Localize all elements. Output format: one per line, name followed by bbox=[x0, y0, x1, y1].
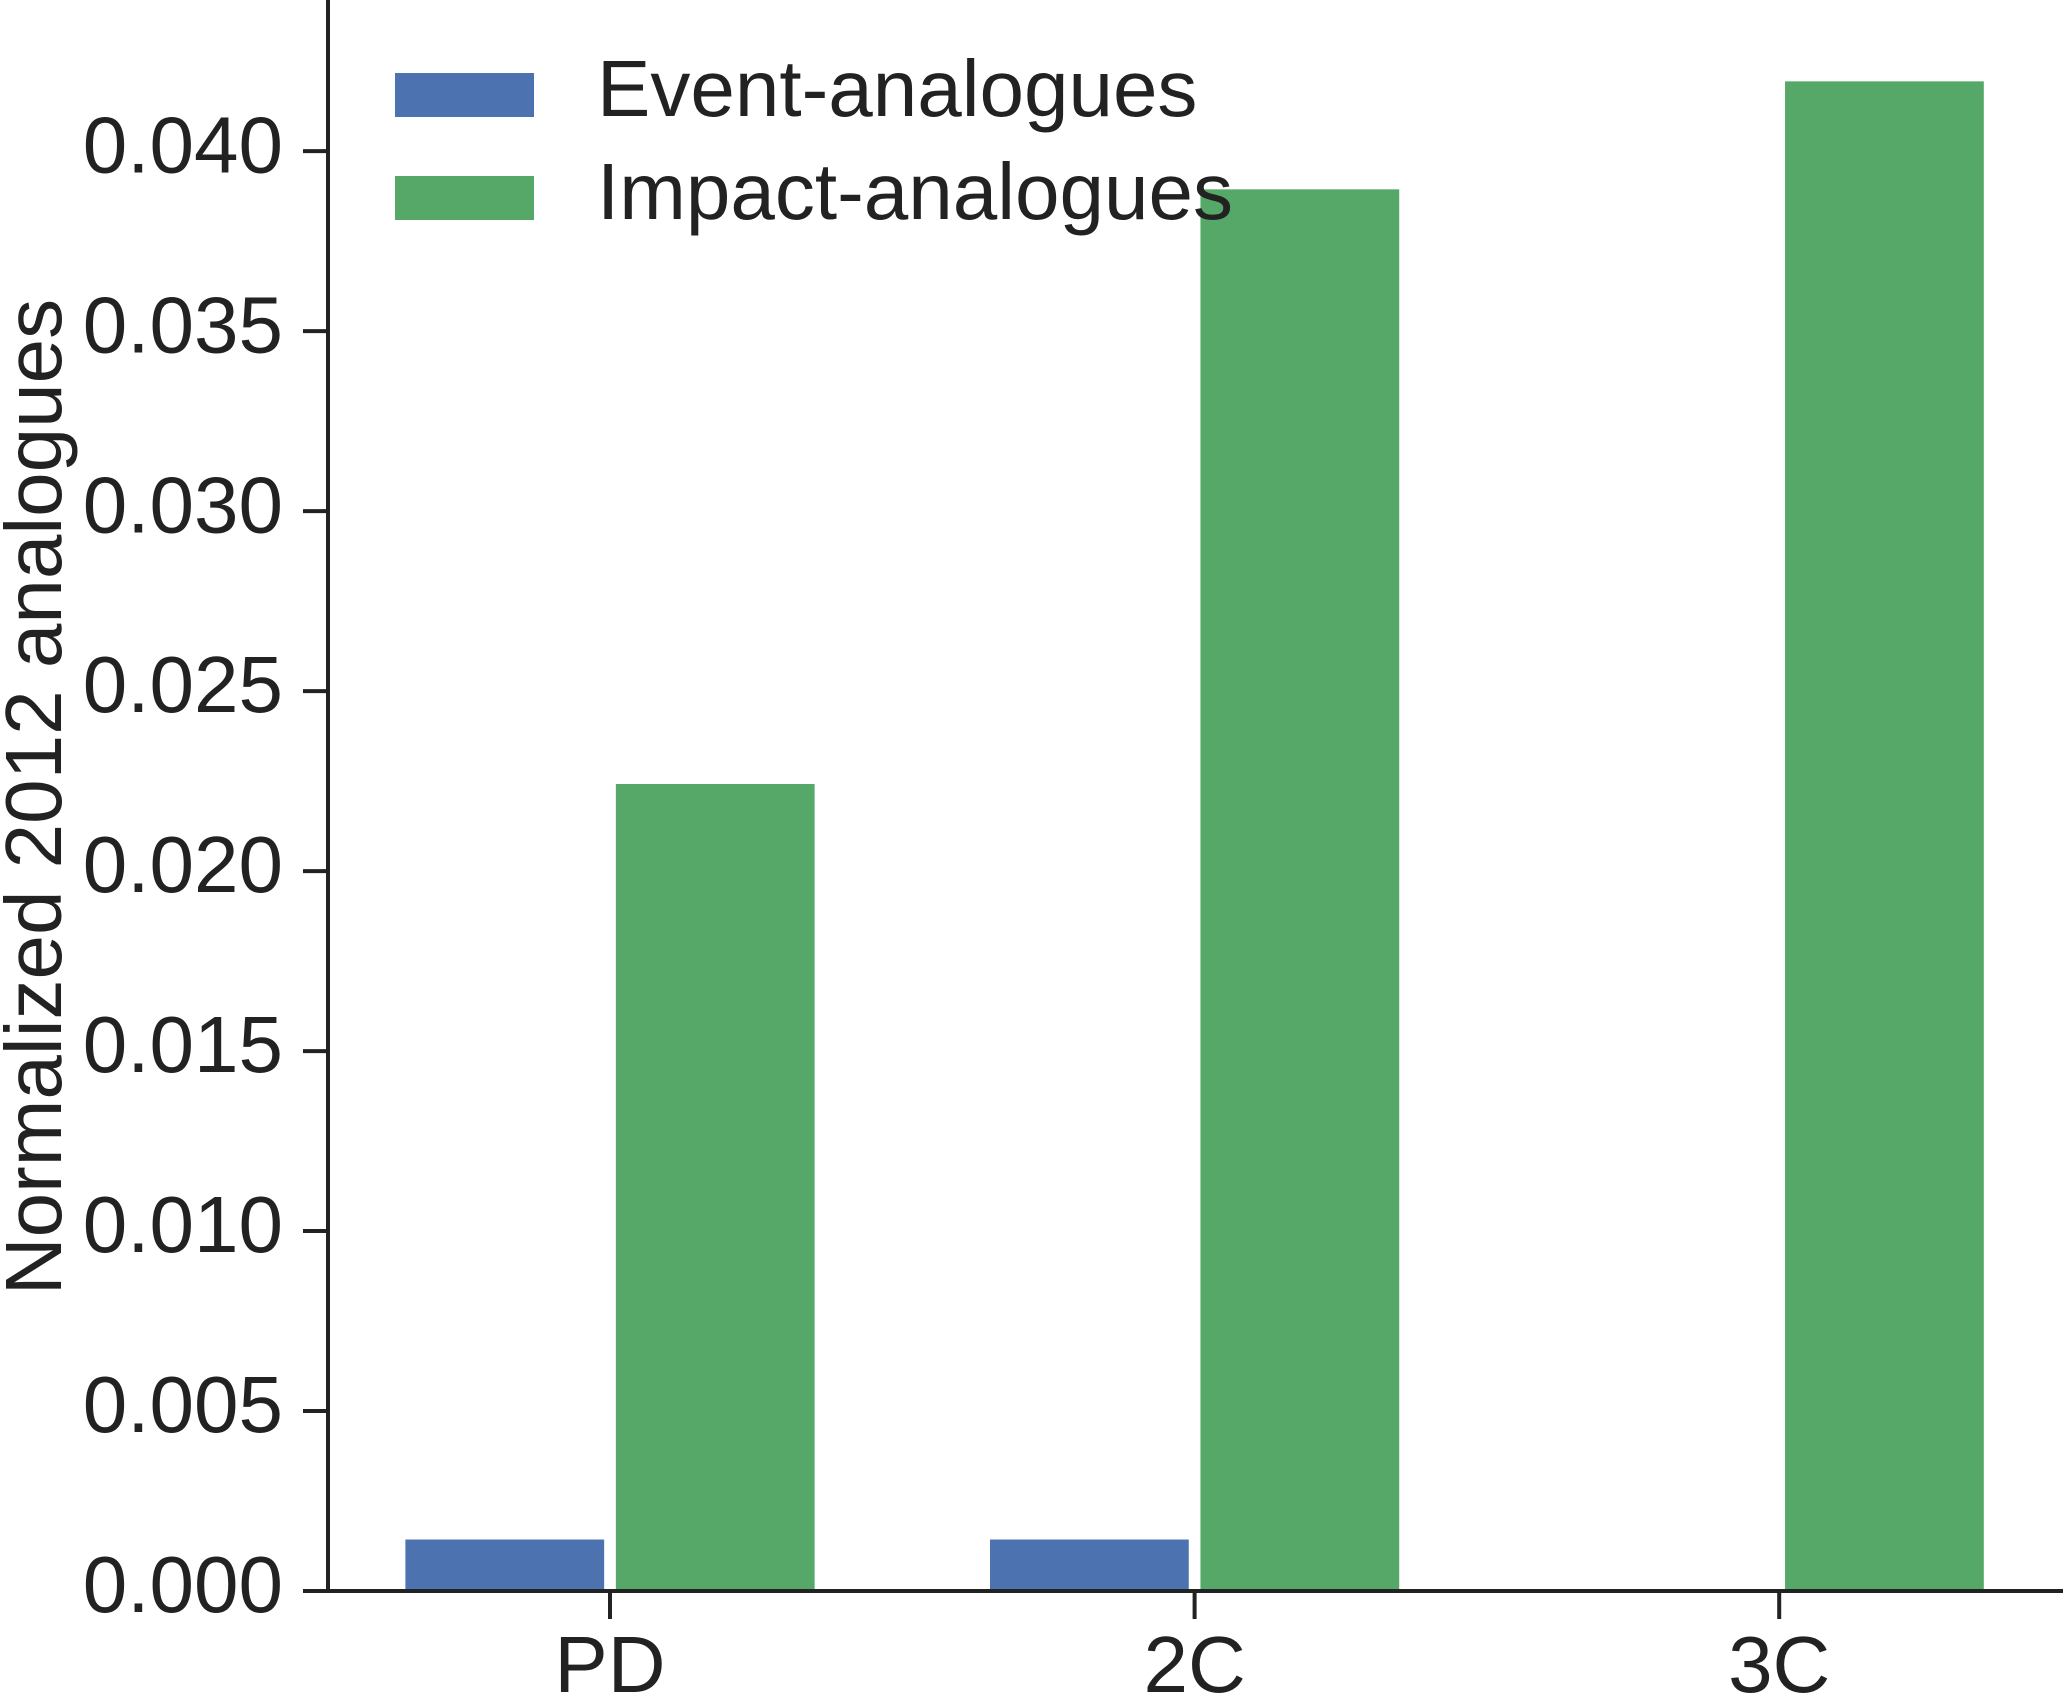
bar bbox=[989, 1539, 1189, 1591]
y-tick-label: 0.020 bbox=[83, 820, 283, 909]
legend-swatch bbox=[395, 176, 534, 220]
x-tick-label: PD bbox=[554, 1620, 665, 1696]
y-tick-label: 0.010 bbox=[83, 1180, 283, 1269]
bar bbox=[1200, 189, 1400, 1592]
legend-swatch bbox=[395, 73, 534, 117]
bar bbox=[1785, 81, 1984, 1592]
y-tick-label: 0.030 bbox=[83, 460, 283, 549]
y-tick-label: 0.040 bbox=[83, 100, 283, 189]
y-tick-label: 0.015 bbox=[83, 1000, 283, 1089]
bar bbox=[405, 1539, 605, 1591]
y-tick-label: 0.005 bbox=[83, 1360, 283, 1449]
bar bbox=[615, 783, 815, 1591]
y-axis-label: Normalized 2012 analogues bbox=[0, 299, 78, 1295]
x-tick-label: 2C bbox=[1143, 1620, 1245, 1696]
legend-label: Event-analogues bbox=[597, 44, 1197, 133]
y-tick-label: 0.000 bbox=[83, 1540, 283, 1629]
x-tick-label: 3C bbox=[1728, 1620, 1830, 1696]
legend-label: Impact-analogues bbox=[597, 147, 1233, 236]
y-tick-label: 0.025 bbox=[83, 640, 283, 729]
y-tick-label: 0.035 bbox=[83, 280, 283, 369]
